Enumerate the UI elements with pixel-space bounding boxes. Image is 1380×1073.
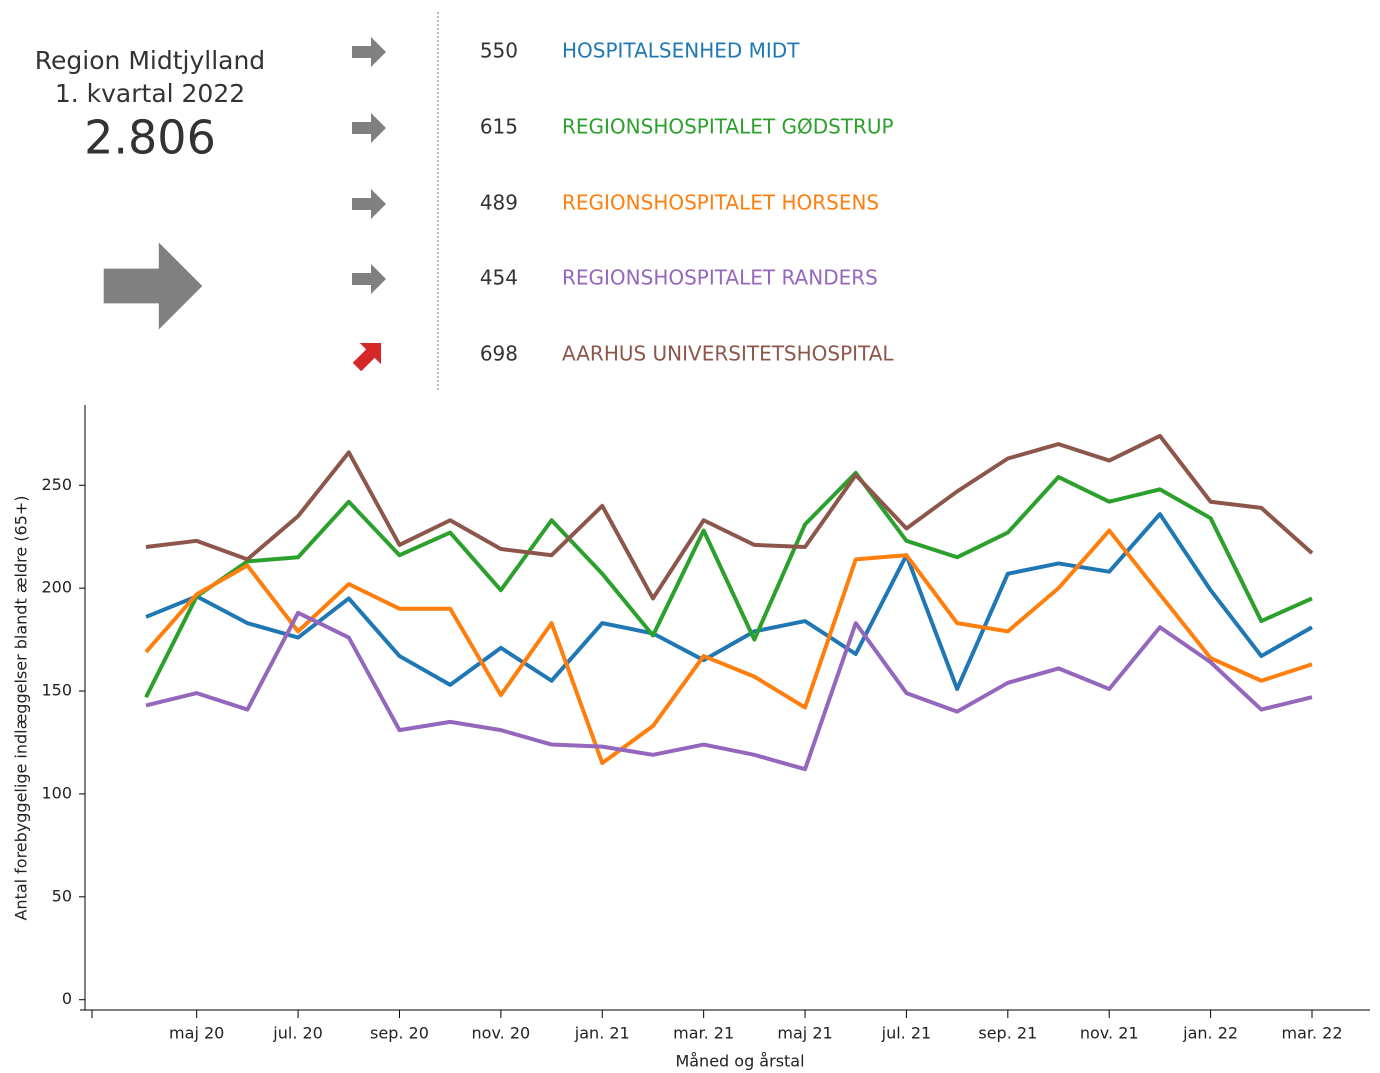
x-tick-label: jan. 22: [1182, 1024, 1238, 1043]
legend-label: AARHUS UNIVERSITETSHOSPITAL: [562, 342, 894, 366]
legend-label: REGIONSHOSPITALET GØDSTRUP: [562, 115, 894, 139]
trend-arrow: [352, 37, 386, 67]
legend-label: REGIONSHOSPITALET RANDERS: [562, 266, 878, 290]
x-tick-label: sep. 21: [978, 1024, 1037, 1043]
total: 2.806: [84, 111, 216, 165]
x-tick-label: mar. 21: [673, 1024, 734, 1043]
hospital-total: 489: [480, 191, 518, 215]
y-tick-label: 200: [41, 578, 72, 597]
period: 1. kvartal 2022: [55, 79, 245, 108]
y-tick-label: 250: [41, 475, 72, 494]
hospital-total: 615: [480, 115, 518, 139]
series-line: [145, 512, 1313, 691]
y-tick-label: 0: [62, 989, 72, 1008]
trend-arrow: [352, 189, 386, 219]
trend-arrow: [352, 264, 386, 294]
legend-label: REGIONSHOSPITALET HORSENS: [562, 191, 879, 215]
x-tick-label: maj 21: [777, 1024, 832, 1043]
trend-arrow: [103, 242, 203, 330]
y-axis-title: Antal forebyggelige indlæggelser blandt …: [12, 495, 31, 920]
x-tick-label: jul. 21: [881, 1024, 932, 1043]
y-tick-label: 150: [41, 681, 72, 700]
y-tick-label: 50: [52, 886, 72, 905]
x-tick-label: mar. 22: [1281, 1024, 1342, 1043]
hospital-total: 454: [480, 266, 518, 290]
x-tick-label: sep. 20: [370, 1024, 429, 1043]
series-line: [145, 610, 1313, 772]
hospital-total: 550: [480, 39, 518, 63]
series-line: [144, 528, 1313, 766]
region-name: Region Midtjylland: [35, 46, 265, 75]
legend-label: HOSPITALSENHED MIDT: [562, 39, 800, 63]
trend-arrow: [352, 113, 386, 143]
x-tick-label: jul. 20: [272, 1024, 323, 1043]
x-axis-title: Måned og årstal: [675, 1052, 804, 1071]
trend-arrow: [352, 342, 382, 372]
series-line: [144, 470, 1313, 699]
y-tick-label: 100: [41, 783, 72, 802]
x-tick-label: nov. 21: [1080, 1024, 1139, 1043]
x-tick-label: jan. 21: [574, 1024, 630, 1043]
x-tick-label: nov. 20: [472, 1024, 531, 1043]
series-line: [145, 433, 1314, 601]
hospital-total: 698: [480, 342, 518, 366]
x-tick-label: maj 20: [169, 1024, 224, 1043]
